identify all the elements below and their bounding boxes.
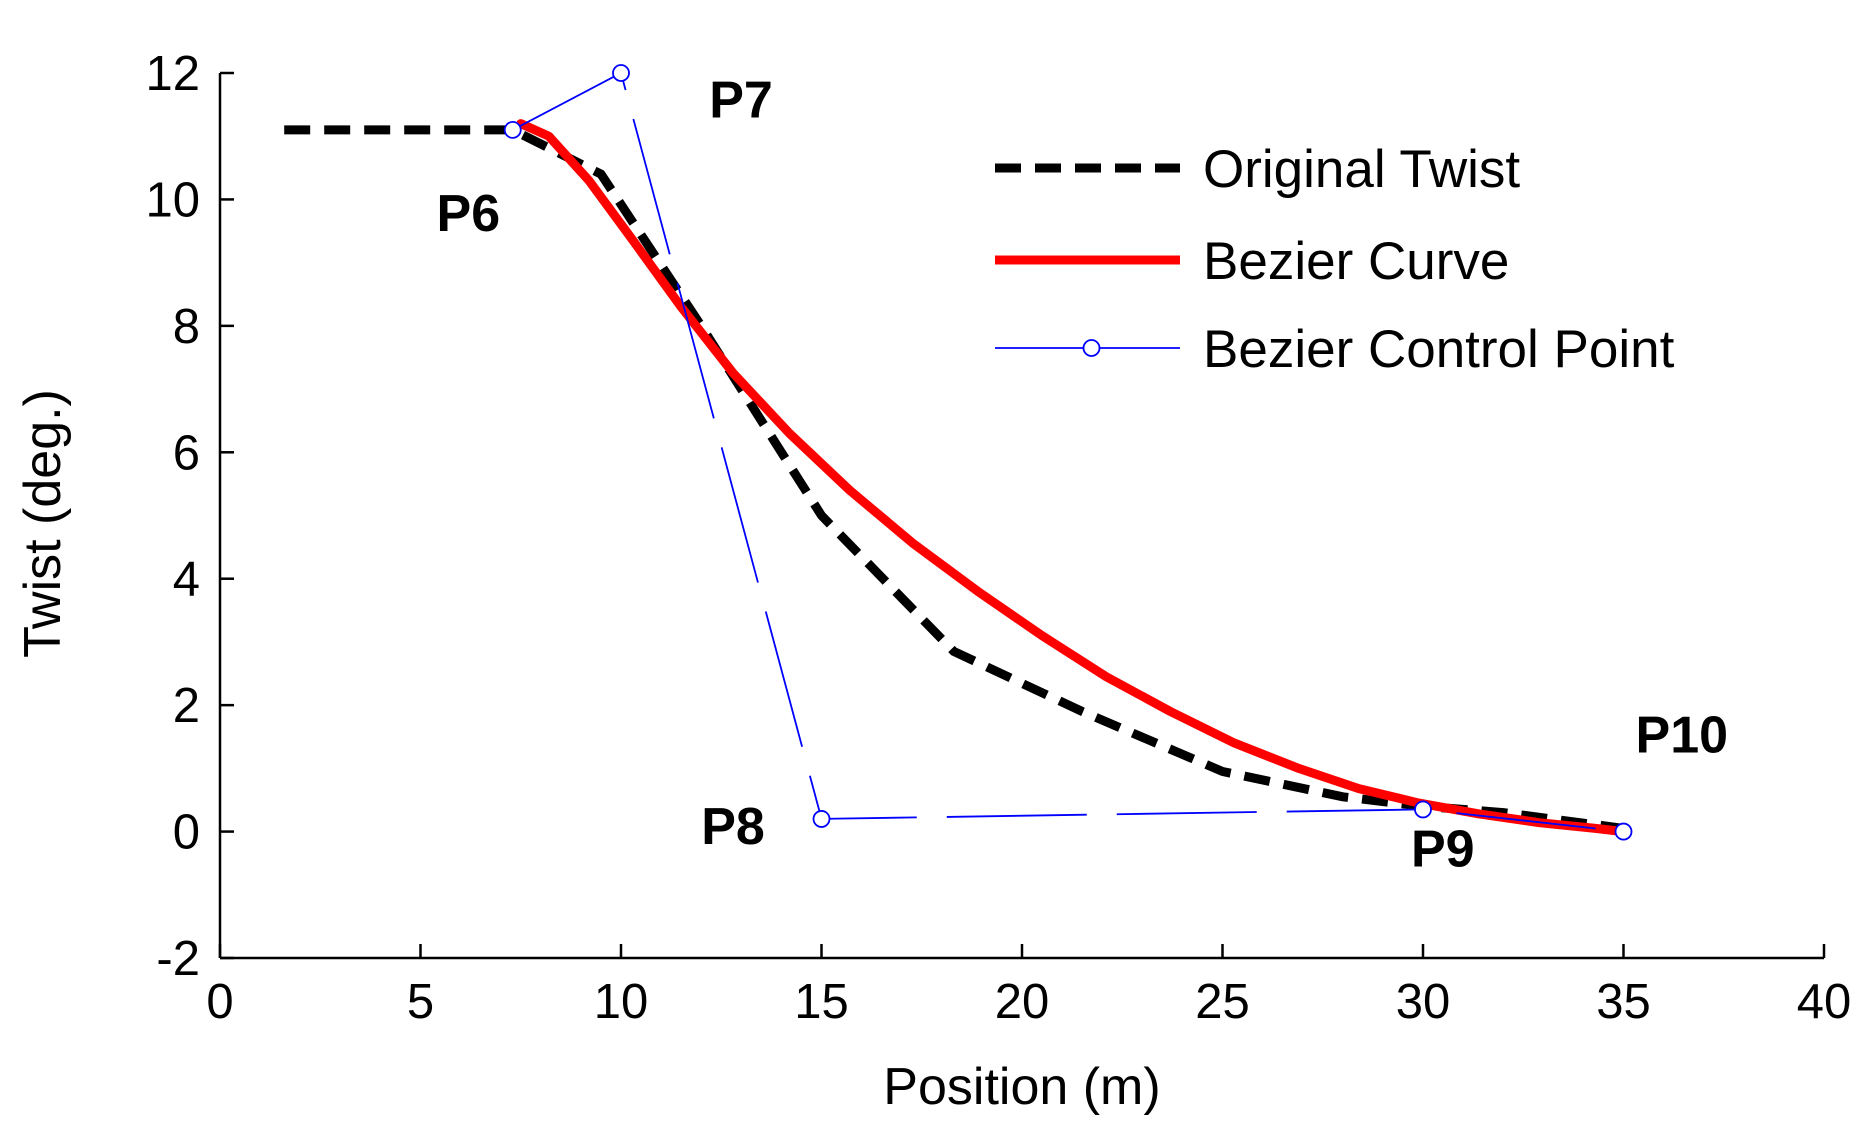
x-axis-title: Position (m): [883, 1058, 1160, 1116]
x-tick-label: 40: [1797, 975, 1852, 1029]
point-label-p7: P7: [709, 71, 773, 129]
point-label-p10: P10: [1636, 707, 1729, 765]
x-tick-label: 15: [794, 975, 849, 1029]
y-tick-label: 6: [173, 426, 200, 480]
y-tick-label: 0: [173, 806, 200, 860]
legend: Original Twist Bezier Curve Bezier Control…: [995, 140, 1675, 379]
control-point-marker: [612, 64, 630, 82]
x-tick-label: 30: [1396, 975, 1451, 1029]
y-tick-label: -2: [156, 932, 200, 986]
y-tick-label: 2: [173, 679, 200, 733]
annotation-layer: P6 P7 P8 P9 P10: [437, 71, 1729, 878]
control-point-marker: [1614, 822, 1633, 841]
x-tick-label: 35: [1596, 975, 1651, 1029]
y-tick-label: 12: [145, 47, 200, 101]
series-layer: [284, 64, 1633, 841]
y-tick-label: 10: [145, 173, 200, 227]
point-label-p9: P9: [1411, 820, 1475, 878]
control-point-marker: [503, 120, 522, 139]
x-tick-label: 25: [1195, 975, 1250, 1029]
y-axis-title: Twist (deg.): [14, 389, 72, 658]
control-point-marker: [812, 810, 831, 828]
series-line-bezier-curve: [516, 119, 1628, 837]
point-label-p6: P6: [437, 185, 501, 243]
y-tick-label: 8: [173, 300, 200, 354]
legend-label: Bezier Curve: [1203, 232, 1509, 291]
control-point-marker: [1414, 800, 1432, 819]
legend-marker: [1082, 339, 1101, 357]
x-tick-label: 0: [206, 975, 233, 1029]
y-tick-label: 4: [173, 553, 200, 607]
x-tick-label: 20: [995, 975, 1050, 1029]
legend-label: Original Twist: [1203, 140, 1520, 199]
x-tick-label: 10: [594, 975, 649, 1029]
x-tick-label: 5: [407, 975, 434, 1029]
legend-label: Bezier Control Point: [1203, 320, 1675, 379]
point-label-p8: P8: [701, 798, 765, 856]
